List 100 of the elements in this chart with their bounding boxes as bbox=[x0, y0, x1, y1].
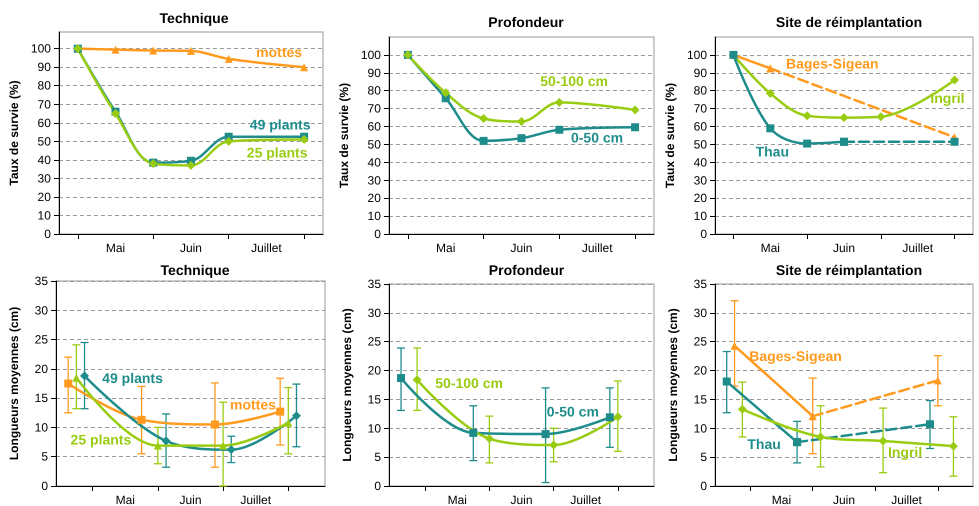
y-tick-label: 5 bbox=[374, 450, 382, 464]
y-tick-label: 20 bbox=[368, 191, 382, 206]
x-tick-label: Juin bbox=[510, 493, 533, 506]
y-tick-label: 60 bbox=[368, 120, 382, 134]
y-tick-label: 50 bbox=[368, 137, 382, 152]
y-tick-label: 20 bbox=[38, 190, 52, 204]
y-tick-label: 5 bbox=[700, 450, 708, 464]
series-label: 50-100 cm bbox=[540, 72, 608, 89]
y-tick-label: 80 bbox=[368, 84, 382, 98]
chart-title: Profondeur bbox=[488, 262, 565, 278]
series-label: Bages-Sigean bbox=[786, 55, 879, 72]
series-label: 25 plants bbox=[246, 144, 308, 160]
series-label: Thau bbox=[747, 436, 781, 452]
chart-title: Site de réimplantation bbox=[776, 262, 922, 278]
x-tick-label: Juin bbox=[832, 493, 856, 506]
y-tick-label: 50 bbox=[694, 137, 708, 152]
y-tick-label: 30 bbox=[694, 306, 708, 320]
y-tick-label: 10 bbox=[368, 421, 382, 436]
y-tick-label: 40 bbox=[38, 152, 52, 167]
x-tick-label: Juillet bbox=[902, 241, 934, 255]
chart-title: Technique bbox=[160, 10, 229, 26]
y-tick-label: 35 bbox=[34, 274, 48, 288]
y-tick-label: 0 bbox=[41, 479, 48, 493]
y-tick-label: 70 bbox=[694, 102, 708, 116]
y-axis-title: Taux de survie (%) bbox=[337, 82, 351, 188]
y-tick-label: 30 bbox=[38, 171, 52, 186]
y-tick-label: 15 bbox=[694, 392, 708, 406]
y-tick-label: 25 bbox=[694, 334, 708, 349]
x-tick-label: Mai bbox=[106, 241, 126, 255]
y-tick-label: 20 bbox=[694, 191, 708, 206]
chart-title: Site de réimplantation bbox=[776, 14, 922, 30]
y-tick-label: 60 bbox=[694, 120, 708, 134]
y-tick-label: 90 bbox=[38, 60, 52, 74]
y-tick-label: 30 bbox=[694, 173, 708, 188]
y-tick-label: 10 bbox=[34, 420, 48, 434]
y-tick-label: 60 bbox=[38, 116, 52, 130]
y-tick-label: 80 bbox=[38, 78, 52, 93]
x-tick-label: Juillet bbox=[240, 493, 272, 506]
y-tick-label: 90 bbox=[368, 66, 382, 80]
y-tick-label: 25 bbox=[368, 334, 382, 349]
series-label: Thau bbox=[756, 143, 790, 160]
series-label: 0-50 cm bbox=[570, 129, 624, 146]
y-tick-label: 40 bbox=[368, 155, 382, 170]
x-tick-label: Juillet bbox=[582, 241, 614, 255]
y-tick-label: 100 bbox=[30, 42, 52, 56]
y-tick-label: 20 bbox=[34, 362, 48, 376]
y-tick-label: 20 bbox=[368, 364, 382, 378]
x-tick-label: Mai bbox=[436, 241, 456, 255]
series-label: mottes bbox=[230, 396, 276, 412]
y-tick-label: 100 bbox=[686, 48, 708, 62]
y-tick-label: 35 bbox=[368, 277, 382, 291]
series-label: 0-50 cm bbox=[546, 403, 599, 420]
y-tick-label: 80 bbox=[694, 84, 708, 98]
x-tick-label: Juin bbox=[180, 241, 202, 255]
y-tick-label: 30 bbox=[368, 173, 382, 188]
y-tick-label: 35 bbox=[694, 277, 708, 291]
y-axis-title: Longueurs moyennes (cm) bbox=[666, 308, 680, 462]
y-tick-label: 20 bbox=[694, 364, 708, 378]
y-tick-label: 10 bbox=[38, 208, 52, 222]
x-tick-label: Mai bbox=[116, 493, 135, 506]
x-tick-label: Juillet bbox=[570, 493, 602, 506]
y-tick-label: 0 bbox=[700, 479, 708, 493]
y-axis-title: Longueurs moyennes (cm) bbox=[7, 306, 21, 460]
series-label: Ingril bbox=[930, 90, 965, 106]
y-tick-label: 25 bbox=[34, 332, 48, 347]
x-tick-label: Juin bbox=[832, 241, 856, 255]
series-label: 49 plants bbox=[102, 370, 164, 386]
y-tick-label: 0 bbox=[374, 479, 382, 493]
y-tick-label: 15 bbox=[368, 392, 382, 406]
x-tick-label: Juin bbox=[510, 241, 532, 255]
x-tick-label: Juillet bbox=[251, 241, 282, 255]
y-tick-label: 0 bbox=[44, 227, 52, 241]
y-tick-label: 5 bbox=[41, 450, 48, 464]
series-label: mottes bbox=[256, 44, 302, 60]
chart-title: Technique bbox=[160, 262, 230, 278]
y-tick-label: 50 bbox=[38, 134, 52, 148]
x-tick-label: Juin bbox=[179, 493, 202, 506]
y-tick-label: 70 bbox=[38, 97, 52, 112]
series-label: Bages-Sigean bbox=[749, 348, 842, 364]
y-tick-label: 10 bbox=[694, 421, 708, 436]
y-tick-label: 30 bbox=[368, 306, 382, 320]
series-label: 25 plants bbox=[70, 432, 132, 448]
y-tick-label: 70 bbox=[368, 102, 382, 116]
y-tick-label: 30 bbox=[34, 303, 48, 318]
series-label: 50-100 cm bbox=[435, 374, 503, 391]
x-tick-label: Mai bbox=[448, 493, 467, 506]
y-tick-label: 0 bbox=[700, 227, 708, 241]
series-label: Ingril bbox=[888, 444, 922, 460]
chart-title: Profondeur bbox=[488, 14, 564, 30]
x-tick-label: Mai bbox=[760, 241, 780, 255]
y-tick-label: 0 bbox=[374, 227, 382, 241]
x-tick-label: Mai bbox=[772, 493, 792, 506]
y-tick-label: 100 bbox=[360, 48, 382, 62]
y-tick-label: 40 bbox=[694, 155, 708, 170]
y-tick-label: 10 bbox=[368, 209, 382, 224]
y-tick-label: 10 bbox=[694, 209, 708, 224]
y-axis-title: Taux de survie (%) bbox=[663, 82, 678, 188]
series-label: 49 plants bbox=[250, 116, 311, 133]
y-axis-title: Longueurs moyennes (cm) bbox=[340, 308, 354, 462]
y-tick-label: 15 bbox=[34, 391, 48, 406]
